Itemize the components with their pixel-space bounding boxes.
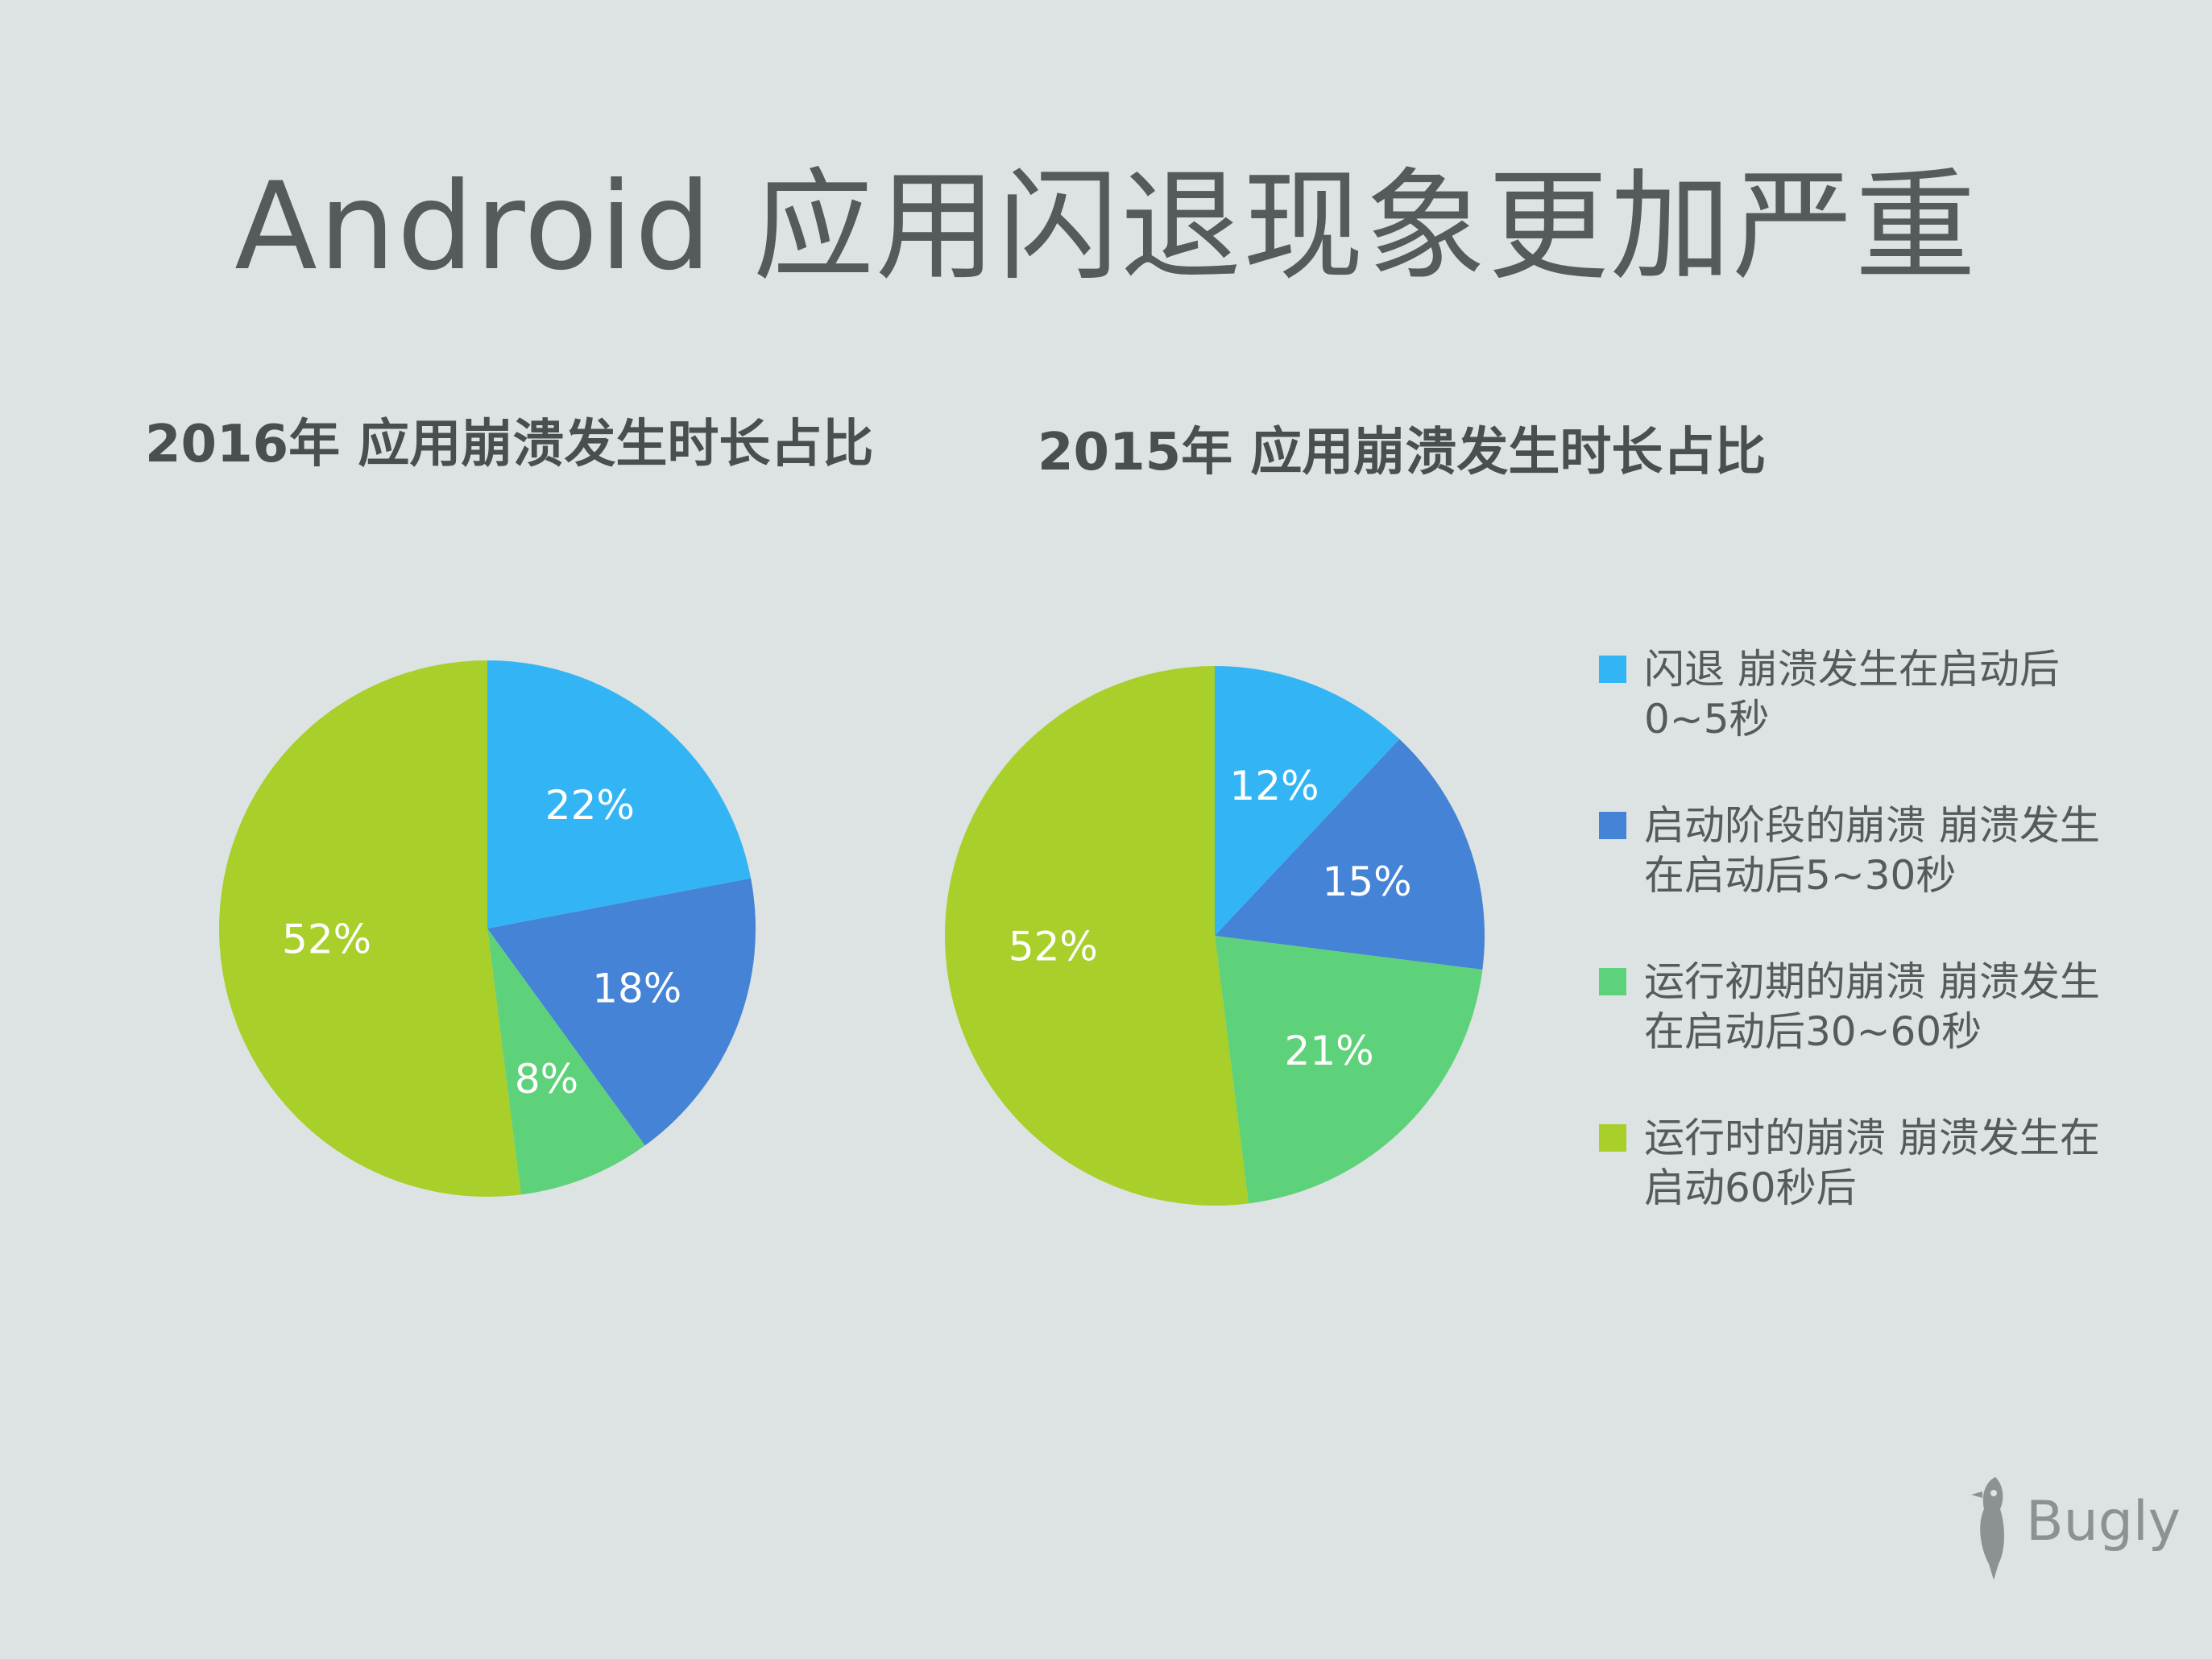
legend-label: 启动阶段的崩溃 崩溃发生在启动后5~30秒 bbox=[1644, 802, 2100, 899]
slice-label: 8% bbox=[515, 1056, 578, 1103]
legend-swatch bbox=[1599, 1124, 1626, 1152]
pie-slice bbox=[218, 660, 521, 1197]
legend-label: 运行初期的崩溃 崩溃发生在启动后30~60秒 bbox=[1644, 958, 2100, 1055]
pie-slice bbox=[1215, 936, 1483, 1204]
slice-label: 12% bbox=[1229, 763, 1319, 809]
pie-slice bbox=[945, 665, 1249, 1206]
pie-slice bbox=[487, 660, 752, 929]
legend-label: 运行时的崩溃 崩溃发生在启动60秒后 bbox=[1644, 1115, 2100, 1211]
pie-chart-0: 22% 18% 8% 52% bbox=[218, 660, 756, 1197]
chart-title-2016: 2016年 应用崩溃发生时长占比 bbox=[145, 415, 874, 474]
bugly-logo: Bugly bbox=[1970, 1474, 2181, 1582]
logo-text: Bugly bbox=[2026, 1490, 2181, 1554]
pie-chart-1: 12% 15% 21% 52% bbox=[945, 665, 1485, 1206]
slice-label: 18% bbox=[592, 966, 681, 1012]
legend-item: 闪退 崩溃发生在启动后0~5秒 bbox=[1599, 644, 2127, 744]
legend-item: 运行时的崩溃 崩溃发生在启动60秒后 bbox=[1599, 1113, 2127, 1213]
legend-swatch bbox=[1599, 656, 1626, 683]
pie-slice bbox=[487, 878, 756, 1146]
legend-swatch bbox=[1599, 812, 1626, 839]
legend-label: 闪退 崩溃发生在启动后0~5秒 bbox=[1644, 646, 2060, 743]
legend-item: 启动阶段的崩溃 崩溃发生在启动后5~30秒 bbox=[1599, 801, 2127, 900]
pie-slice bbox=[1215, 738, 1485, 970]
slice-label: 21% bbox=[1285, 1028, 1374, 1074]
slice-label: 22% bbox=[545, 782, 635, 829]
slice-label: 15% bbox=[1323, 858, 1412, 905]
slice-label: 52% bbox=[1009, 924, 1098, 970]
legend: 闪退 崩溃发生在启动后0~5秒 启动阶段的崩溃 崩溃发生在启动后5~30秒 运行… bbox=[1599, 644, 2195, 1269]
page-title: Android 应用闪退现象更加严重 bbox=[234, 157, 1978, 297]
woodpecker-icon bbox=[1971, 1477, 2004, 1580]
slice-label: 52% bbox=[282, 916, 371, 963]
pie-slice bbox=[487, 929, 645, 1195]
legend-swatch bbox=[1599, 968, 1626, 995]
chart-title-2015: 2015年 应用崩溃发生时长占比 bbox=[1038, 423, 1767, 482]
legend-item: 运行初期的崩溃 崩溃发生在启动后30~60秒 bbox=[1599, 957, 2127, 1057]
pie-slice bbox=[1215, 666, 1400, 936]
